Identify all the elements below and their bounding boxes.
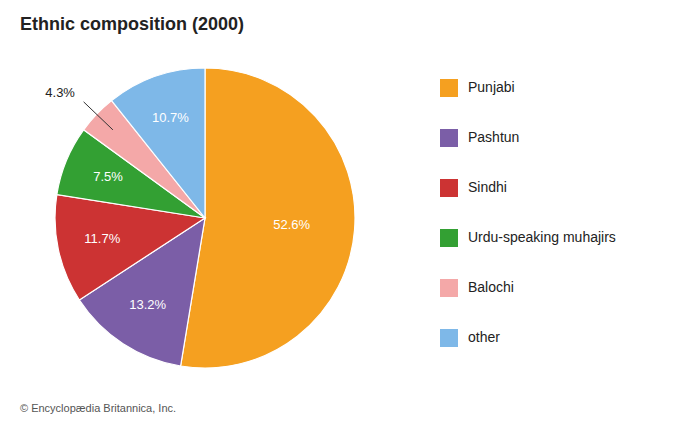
chart-container: Ethnic composition (2000) © Encyclopædia … (0, 0, 700, 421)
legend-swatch (440, 129, 458, 147)
legend-swatch (440, 329, 458, 347)
chart: Ethnic composition (2000) © Encyclopædia … (0, 0, 700, 421)
data-label: 10.7% (152, 110, 189, 125)
data-label: 52.6% (273, 217, 310, 232)
legend-label: Pashtun (468, 129, 519, 145)
legend-label: Sindhi (468, 179, 507, 195)
footnote: © Encyclopædia Britannica, Inc. (20, 402, 176, 414)
data-labels: 52.6% 13.2% 11.7% 7.5% 4.3% 10.7% (45, 85, 310, 312)
legend-swatch (440, 79, 458, 97)
slice (181, 68, 355, 368)
data-label: 4.3% (45, 85, 75, 100)
data-label: 13.2% (129, 297, 166, 312)
legend: Punjabi Pashtun Sindhi Urdu-speaking muhaji… (440, 79, 616, 347)
legend-label: Balochi (468, 279, 514, 295)
legend-label: Punjabi (468, 79, 515, 95)
legend-swatch (440, 279, 458, 297)
title: Ethnic composition (2000) (20, 14, 244, 34)
legend-swatch (440, 229, 458, 247)
slices (55, 68, 355, 368)
slice (112, 68, 205, 218)
data-label: 11.7% (84, 231, 120, 246)
legend-label: other (468, 329, 500, 345)
legend-swatch (440, 179, 458, 197)
legend-label: Urdu-speaking muhajirs (468, 229, 616, 245)
leader-line (84, 102, 113, 130)
data-label: 7.5% (93, 169, 123, 184)
